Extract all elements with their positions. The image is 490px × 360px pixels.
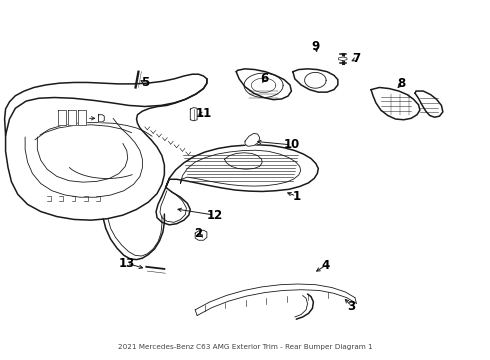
Polygon shape <box>224 153 262 169</box>
Polygon shape <box>236 69 292 100</box>
Text: 1: 1 <box>292 190 300 203</box>
Text: 10: 10 <box>283 138 299 151</box>
Text: 4: 4 <box>321 259 330 272</box>
Text: 9: 9 <box>312 40 320 53</box>
Polygon shape <box>293 69 338 92</box>
Text: 3: 3 <box>347 300 356 313</box>
Text: 6: 6 <box>260 72 269 85</box>
Text: 12: 12 <box>207 209 223 222</box>
Text: 8: 8 <box>397 77 406 90</box>
Text: 2021 Mercedes-Benz C63 AMG Exterior Trim - Rear Bumper Diagram 1: 2021 Mercedes-Benz C63 AMG Exterior Trim… <box>118 344 372 350</box>
Text: 5: 5 <box>141 76 149 89</box>
Polygon shape <box>156 187 190 225</box>
Polygon shape <box>245 134 260 146</box>
Polygon shape <box>166 145 318 192</box>
Polygon shape <box>58 110 66 125</box>
Polygon shape <box>371 87 420 120</box>
Text: 7: 7 <box>352 52 361 65</box>
Polygon shape <box>195 230 207 240</box>
Text: 11: 11 <box>196 107 212 120</box>
Polygon shape <box>190 108 197 121</box>
Polygon shape <box>98 115 104 122</box>
Polygon shape <box>68 110 76 125</box>
Text: 13: 13 <box>119 257 135 270</box>
Polygon shape <box>339 57 347 60</box>
Text: 2: 2 <box>195 226 203 239</box>
Polygon shape <box>415 91 443 117</box>
Polygon shape <box>78 110 86 125</box>
